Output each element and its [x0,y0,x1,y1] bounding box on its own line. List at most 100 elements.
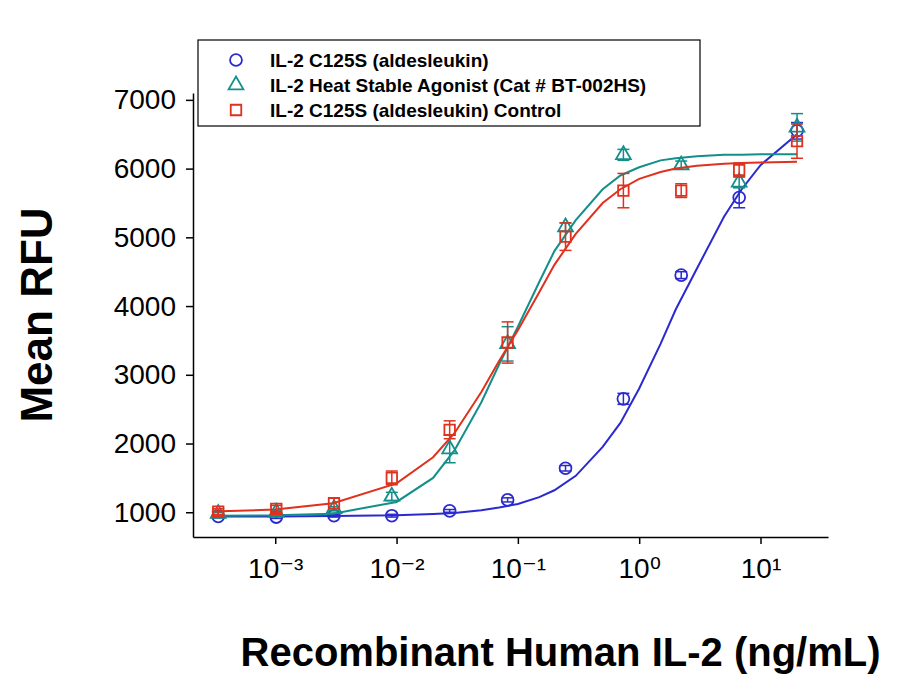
legend: IL-2 C125S (aldesleukin) IL-2 Heat Stable… [198,40,700,126]
data-point [792,136,802,146]
data-point [444,425,454,435]
legend-marker [231,105,241,115]
error-bar [212,509,224,514]
error-bar-cap [617,207,629,209]
y-tick: 2000 [114,428,193,459]
error-bar-cap [560,222,572,224]
error-bar-stem [796,124,798,158]
x-tick: 10⁻¹ [491,537,546,584]
y-tick: 6000 [114,153,193,184]
error-bar-cap [791,113,803,115]
data-point [560,231,570,241]
plot-area [211,114,805,523]
error-bar-cap [675,183,687,185]
data-point [387,473,397,483]
error-bar-cap [502,362,514,364]
error-bar-cap [791,123,803,125]
y-tick-mark [186,443,193,445]
error-bar-stem [391,492,393,500]
error-bar [270,505,282,512]
x-tick: 10⁻² [369,537,424,584]
data-point [386,510,398,522]
error-bar [617,173,629,207]
series [211,114,805,518]
y-axis-line [193,94,195,538]
legend-frame [198,40,700,126]
error-bar-cap [502,501,514,503]
data-point [675,269,687,281]
error-bar-stem [333,498,335,509]
error-bar-cap [733,176,745,178]
y-axis: 1000200030004000500060007000 [114,84,194,537]
error-bar-cap [386,514,398,516]
y-tick-label: 5000 [114,222,176,253]
error-bar-stem [565,223,567,250]
x-tick: 10⁰ [619,537,661,584]
x-tick: 10⁻³ [248,537,303,584]
x-tick-mark [396,537,398,544]
error-bar [502,498,514,502]
chart: 10⁻³10⁻²10⁻¹10⁰10¹1000200030004000500060… [0,0,916,687]
data-point [502,494,514,506]
legend-label: IL-2 Heat Stable Agonist (Cat # BT-002HS… [270,75,646,96]
error-bar-cap [386,516,398,518]
y-tick: 4000 [114,291,193,322]
error-bar [386,471,398,485]
data-point [617,393,629,405]
series [212,124,803,517]
y-tick: 1000 [114,497,193,528]
error-bar-cap [675,197,687,199]
data-point [442,440,457,453]
y-tick-label: 7000 [114,84,176,115]
data-point [560,462,572,474]
data-point [616,146,631,159]
x-tick-mark [760,537,762,544]
error-bar-cap [444,512,456,514]
data-point [733,192,745,204]
data-point [502,337,512,347]
error-bar [444,510,456,513]
error-bar-cap [212,514,224,516]
legend-label: IL-2 C125S (aldesleukin) [270,50,489,71]
x-tick-mark [518,537,520,544]
x-tick-label: 10⁻¹ [491,553,546,584]
data-point [734,165,744,175]
error-bar-cap [733,207,745,209]
x-axis-title: Recombinant Human IL-2 (ng/mL) [241,630,881,674]
fit-curve [212,134,797,516]
x-tick-mark [275,537,277,544]
legend-label: IL-2 C125S (aldesleukin) Control [270,100,561,121]
error-bar-cap [386,484,398,486]
error-bar-cap [212,514,224,516]
error-bar-stem [449,421,451,439]
error-bar [791,124,803,158]
error-bar-cap [444,462,456,464]
legend-marker [230,54,242,66]
data-point [328,510,340,522]
y-tick-mark [186,168,193,170]
y-tick-label: 4000 [114,291,176,322]
data-point [676,185,686,195]
data-point [213,506,223,516]
error-bar-stem [623,393,625,404]
data-point [211,505,226,518]
y-tick-label: 6000 [114,153,176,184]
y-tick-mark [186,237,193,239]
error-bar-cap [791,158,803,160]
error-bar-cap [386,492,398,494]
y-tick-mark [186,375,193,377]
error-bar-stem [217,509,219,514]
data-point [329,498,339,508]
error-bar-cap [560,250,572,252]
error-bar-cap [617,173,629,175]
data-point [384,488,399,501]
error-bar [675,184,687,198]
error-bar-cap [502,321,514,323]
error-bar-cap [444,438,456,440]
error-bar-cap [560,222,572,224]
y-tick-label: 2000 [114,428,176,459]
error-bar-stem [276,505,278,512]
x-tick-label: 10¹ [741,553,781,584]
error-bar-cap [617,149,629,151]
error-bar [386,514,398,517]
